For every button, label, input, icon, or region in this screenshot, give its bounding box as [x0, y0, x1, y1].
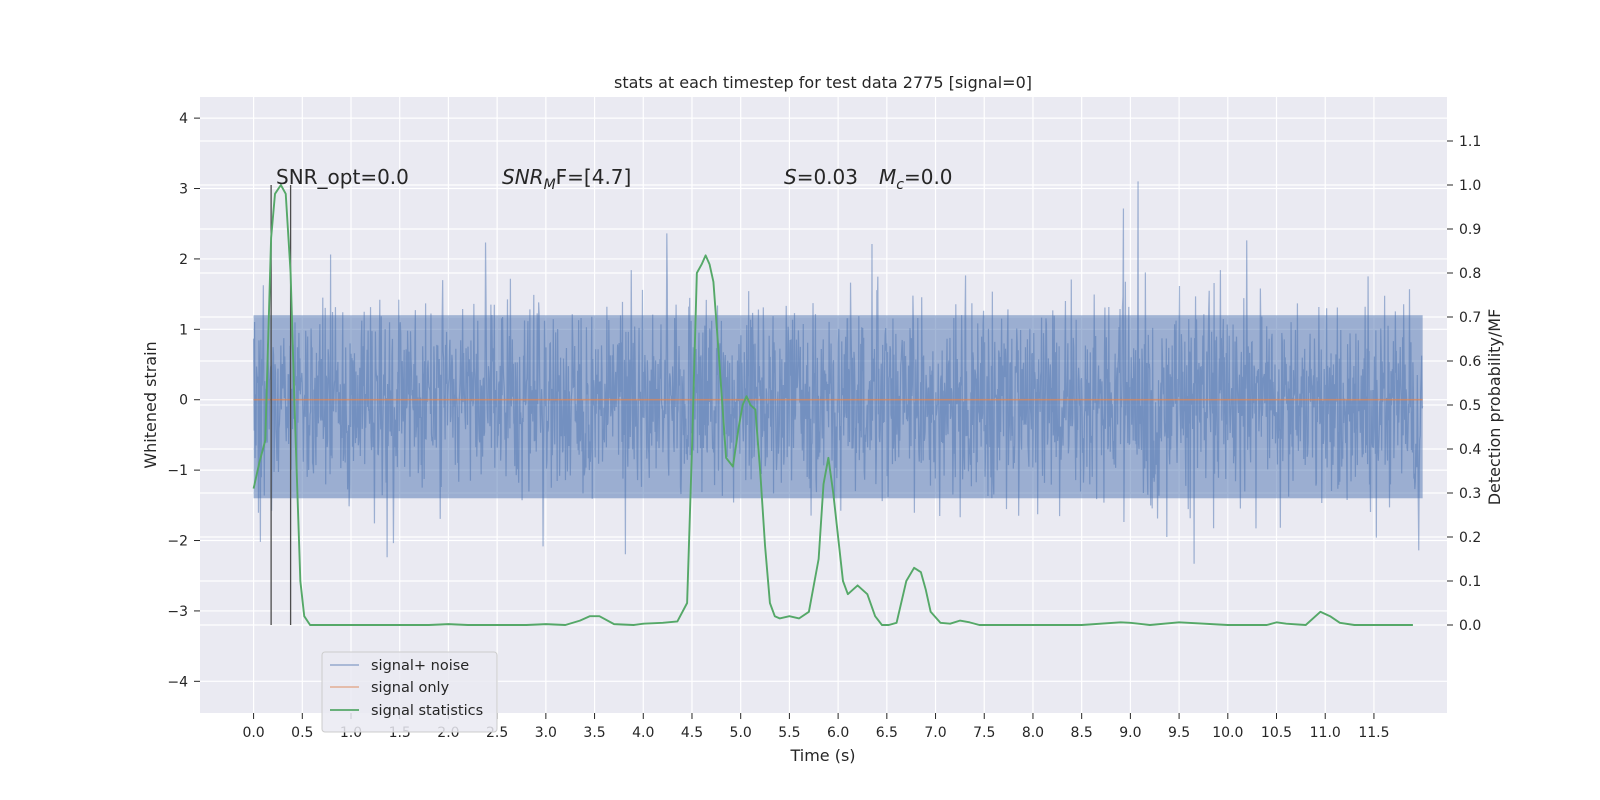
y-tick-label-right: 0.4 [1459, 442, 1481, 458]
y-tick-label-right: 0.9 [1459, 222, 1481, 238]
annotation-mc-base: M [879, 165, 896, 189]
x-axis-label: Time (s) [789, 746, 855, 765]
x-tick-label: 9.5 [1168, 725, 1190, 741]
x-tick-label: 3.0 [535, 725, 557, 741]
y-tick-label-left: 1 [179, 322, 188, 338]
x-tick-label: 7.5 [973, 725, 995, 741]
annotation-snr-opt: SNR_opt=0.0 [276, 165, 409, 189]
y-tick-label-right: 0.5 [1459, 398, 1481, 414]
x-tick-label: 0.0 [242, 725, 264, 741]
annotation-snr-mf: SNRMF=[4.7] [502, 165, 631, 193]
chart-title: stats at each timestep for test data 277… [614, 73, 1032, 92]
x-tick-label: 6.0 [827, 725, 849, 741]
annotation-mc-sub: c [896, 177, 904, 193]
y-tick-label-right: 0.8 [1459, 266, 1481, 282]
legend-label-stats: signal statistics [371, 703, 483, 719]
x-tick-label: 11.0 [1310, 725, 1341, 741]
y-tick-label-right: 0.3 [1459, 486, 1481, 502]
annotation-snr-mf-base: SNR [502, 165, 544, 189]
y-axis-label-right: Detection probability/MF [1485, 309, 1504, 506]
ticks: 0.0 0.5 1.0 1.5 2.0 2.5 3.0 3.5 4.0 4.5 5.0 5.5 6.0 6… [167, 111, 1481, 741]
signal-statistics-line [252, 184, 1413, 626]
y-tick-label-right: 0.2 [1459, 530, 1481, 546]
y-tick-label-left: −2 [167, 534, 188, 550]
annotation-snr-mf-rest: F=[4.7] [556, 165, 632, 189]
x-tick-label: 4.0 [632, 725, 654, 741]
y-tick-label-left: 0 [179, 393, 188, 409]
annotation-mc: Mc=0.0 [879, 165, 953, 193]
y-axis-label-left: Whitened strain [141, 341, 160, 468]
noise-core-band [253, 315, 1423, 499]
x-tick-label: 0.5 [291, 725, 313, 741]
annotation-s: S=0.03 [784, 165, 858, 189]
x-tick-label: 5.5 [778, 725, 800, 741]
y-tick-label-left: −1 [167, 463, 188, 479]
x-tick-label: 3.5 [583, 725, 605, 741]
x-tick-label: 5.0 [730, 725, 752, 741]
legend-box [321, 651, 498, 733]
x-tick-label: 6.5 [876, 725, 898, 741]
y-tick-label-left: 2 [179, 252, 188, 268]
x-tick-label: 8.5 [1071, 725, 1093, 741]
y-tick-label-right: 1.1 [1459, 134, 1481, 150]
legend: signal+ noise signal only signal statist… [321, 651, 498, 733]
x-tick-label: 10.0 [1212, 725, 1243, 741]
signal-statistics-series [252, 184, 1413, 626]
y-tick-label-right: 0.0 [1459, 618, 1481, 634]
y-tick-label-right: 0.1 [1459, 574, 1481, 590]
x-tick-label: 11.5 [1358, 725, 1389, 741]
y-tick-label-left: 4 [179, 111, 188, 127]
y-tick-label-right: 0.7 [1459, 310, 1481, 326]
annotation-snr-mf-sub: M [544, 177, 556, 193]
x-tick-label: 4.5 [681, 725, 703, 741]
legend-label-noise: signal+ noise [371, 658, 469, 674]
y-tick-label-left: 3 [179, 182, 188, 198]
x-tick-label: 7.0 [924, 725, 946, 741]
y-tick-label-left: −3 [167, 604, 188, 620]
y-tick-label-right: 1.0 [1459, 178, 1481, 194]
annotations: SNR_opt=0.0 SNRMF=[4.7] S=0.03 Mc=0.0 [276, 165, 953, 193]
x-tick-label: 8.0 [1022, 725, 1044, 741]
annotation-s-base: S [784, 165, 797, 189]
legend-label-signal: signal only [371, 680, 450, 696]
y-tick-label-left: −4 [167, 674, 188, 690]
x-tick-label: 10.5 [1261, 725, 1292, 741]
annotation-mc-rest: =0.0 [904, 165, 953, 189]
y-tick-label-right: 0.6 [1459, 354, 1481, 370]
x-tick-label: 9.0 [1119, 725, 1141, 741]
signal-noise-series [252, 181, 1424, 564]
annotation-s-rest: =0.03 [797, 165, 858, 189]
